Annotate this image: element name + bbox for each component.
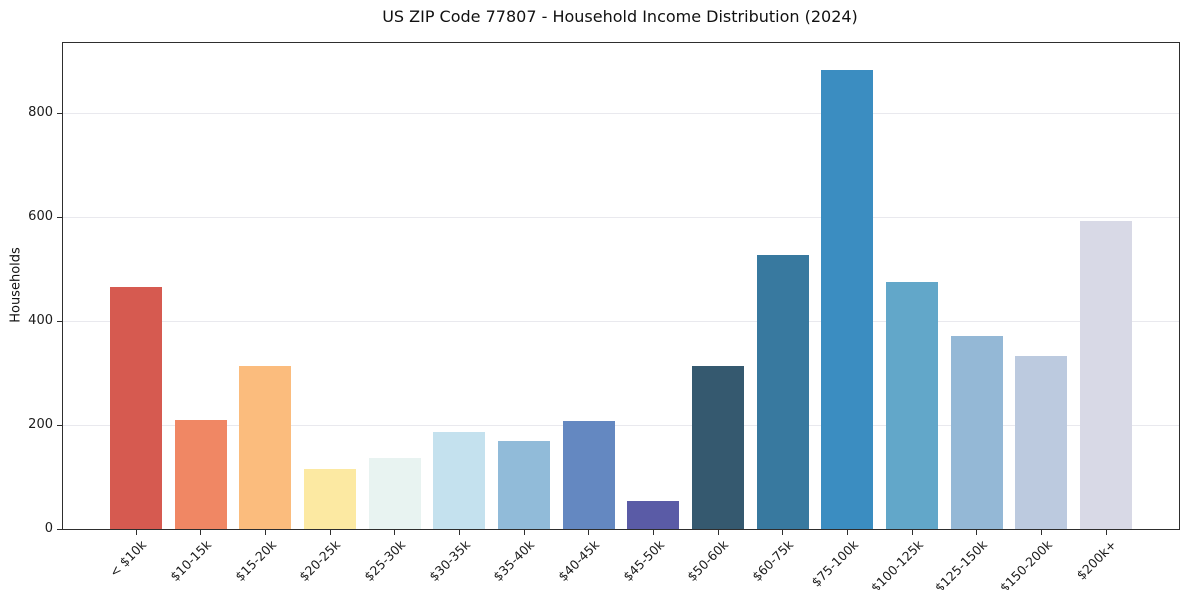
x-tick-mark-12 xyxy=(911,530,913,535)
bar-$150-200k xyxy=(1015,355,1068,529)
y-tick-mark-400 xyxy=(57,320,62,322)
gridline-y-800 xyxy=(63,112,1179,114)
x-tick-mark-14 xyxy=(1040,530,1042,535)
x-tick-label-7: $40-45k xyxy=(555,537,603,585)
bar-$60-75k xyxy=(756,255,809,529)
y-tick-label-200: 200 xyxy=(28,417,53,433)
x-tick-label-4: $25-30k xyxy=(361,537,409,585)
bar-$10-15k xyxy=(174,419,227,529)
gridline-y-600 xyxy=(63,216,1179,218)
y-tick-label-600: 600 xyxy=(28,209,53,225)
x-tick-label-11: $75-100k xyxy=(808,537,861,590)
x-tick-mark-6 xyxy=(523,530,525,535)
x-tick-label-3: $20-25k xyxy=(296,537,344,585)
x-tick-mark-8 xyxy=(652,530,654,535)
y-tick-label-0: 0 xyxy=(44,521,53,536)
x-tick-mark-9 xyxy=(717,530,719,535)
bar-$35-40k xyxy=(498,440,550,529)
bar-$40-45k xyxy=(562,421,615,529)
x-tick-mark-1 xyxy=(200,530,202,535)
y-tick-mark-200 xyxy=(57,424,62,426)
x-tick-label-12: $100-125k xyxy=(867,537,926,590)
bar-$25-30k xyxy=(368,457,421,529)
x-tick-mark-5 xyxy=(458,530,460,535)
y-tick-label-400: 400 xyxy=(28,313,53,329)
y-axis-label: Households xyxy=(8,247,24,323)
bar-$15-20k xyxy=(239,365,292,529)
bar-$200k+ xyxy=(1080,221,1132,529)
bar-$45-50k xyxy=(627,501,680,529)
x-tick-mark-10 xyxy=(782,530,784,535)
y-tick-mark-600 xyxy=(57,216,62,218)
x-tick-mark-13 xyxy=(976,530,978,535)
bar-$125-150k xyxy=(950,335,1003,529)
x-tick-label-10: $60-75k xyxy=(749,537,797,585)
bar-$20-25k xyxy=(304,469,356,529)
x-tick-label-5: $30-35k xyxy=(425,537,473,585)
gridline-y-200 xyxy=(63,424,1179,426)
x-tick-mark-4 xyxy=(394,530,396,535)
y-tick-mark-800 xyxy=(57,112,62,114)
x-tick-label-2: $15-20k xyxy=(231,537,279,585)
bar-$50-60k xyxy=(692,365,744,529)
bar-$30-35k xyxy=(433,432,486,529)
x-tick-label-0: < $10k xyxy=(106,537,150,580)
x-tick-label-13: $125-150k xyxy=(931,537,991,590)
x-tick-label-8: $45-50k xyxy=(619,537,667,585)
x-tick-label-14: $150-200k xyxy=(996,537,1055,590)
x-tick-mark-0 xyxy=(135,530,137,535)
y-tick-label-800: 800 xyxy=(28,105,53,121)
x-tick-label-9: $50-60k xyxy=(684,537,732,585)
x-tick-mark-2 xyxy=(264,530,266,535)
bar-$75-100k xyxy=(821,69,874,529)
chart-title: US ZIP Code 77807 - Household Income Dis… xyxy=(382,7,858,26)
x-tick-mark-3 xyxy=(329,530,331,535)
x-tick-label-6: $35-40k xyxy=(490,537,538,585)
y-tick-mark-0 xyxy=(57,528,62,530)
x-tick-mark-15 xyxy=(1105,530,1107,535)
bar-< $10k xyxy=(110,287,162,529)
x-tick-mark-11 xyxy=(846,530,848,535)
bar-$100-125k xyxy=(886,281,938,529)
x-tick-label-1: $10-15k xyxy=(167,537,215,585)
gridline-y-400 xyxy=(63,320,1179,322)
x-tick-label-15: $200k+ xyxy=(1073,537,1120,583)
x-tick-mark-7 xyxy=(588,530,590,535)
income-bar-chart: 0 200 400 600 800 < $10k $10-15k $15-20k $20-25k… xyxy=(28,42,1180,590)
